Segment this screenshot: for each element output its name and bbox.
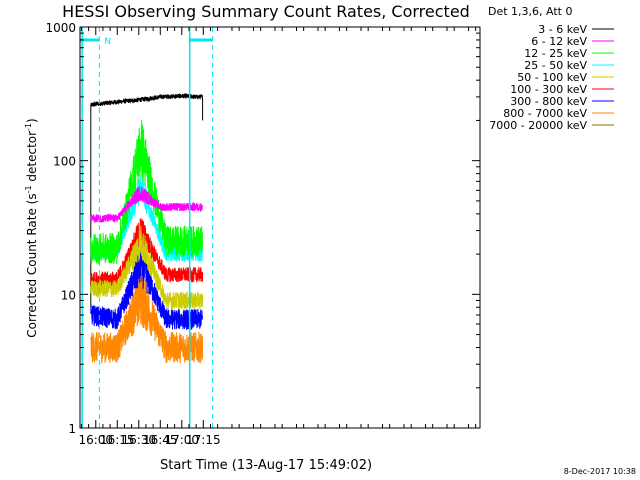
legend-label: 800 - 7000 keV (503, 107, 587, 120)
legend-label: 300 - 800 keV (510, 95, 587, 108)
legend-label: 7000 - 20000 keV (489, 119, 587, 132)
legend-label: 6 - 12 keV (531, 35, 587, 48)
series-line-12to25keV (90, 119, 204, 265)
x-tick-label: 16:00 (78, 433, 113, 447)
legend-title: Det 1,3,6, Att 0 (488, 5, 572, 18)
footer-timestamp: 8-Dec-2017 10:38 (564, 467, 636, 476)
legend-label: 12 - 25 keV (524, 47, 587, 60)
y-axis-label: Corrected Count Rate (s-1 detector-1) (24, 118, 39, 337)
series-line-300to800keV (90, 244, 204, 330)
plot-area (80, 27, 214, 428)
interval-bar-label: N (104, 37, 111, 47)
plot-frame (79, 26, 481, 429)
series-line-800to7000keV (90, 267, 204, 364)
series-line-6to12keV (90, 186, 204, 223)
y-tick-label: 10 (61, 288, 76, 302)
x-axis-label: Start Time (13-Aug-17 15:49:02) (160, 458, 372, 473)
x-tick-label: 16:15 (100, 433, 135, 447)
series-line-3to6keV (90, 92, 204, 308)
y-tick-label: 100 (53, 155, 76, 169)
legend-label: 3 - 6 keV (538, 23, 587, 36)
series-line-100to300keV (90, 218, 204, 287)
x-tick-label: 17:15 (186, 433, 221, 447)
legend-label: 100 - 300 keV (510, 83, 587, 96)
x-tick-label: 17:00 (164, 433, 199, 447)
legend-label: 50 - 100 keV (517, 71, 587, 84)
series-line-50to100keV (90, 225, 204, 310)
y-tick-label: 1 (68, 422, 76, 436)
x-tick-label: 16:45 (143, 433, 178, 447)
chart-title: HESSI Observing Summary Count Rates, Cor… (62, 2, 470, 21)
y-tick-label: 1000 (45, 21, 76, 35)
x-tick-label: 16:30 (121, 433, 156, 447)
legend-label: 25 - 50 keV (524, 59, 587, 72)
